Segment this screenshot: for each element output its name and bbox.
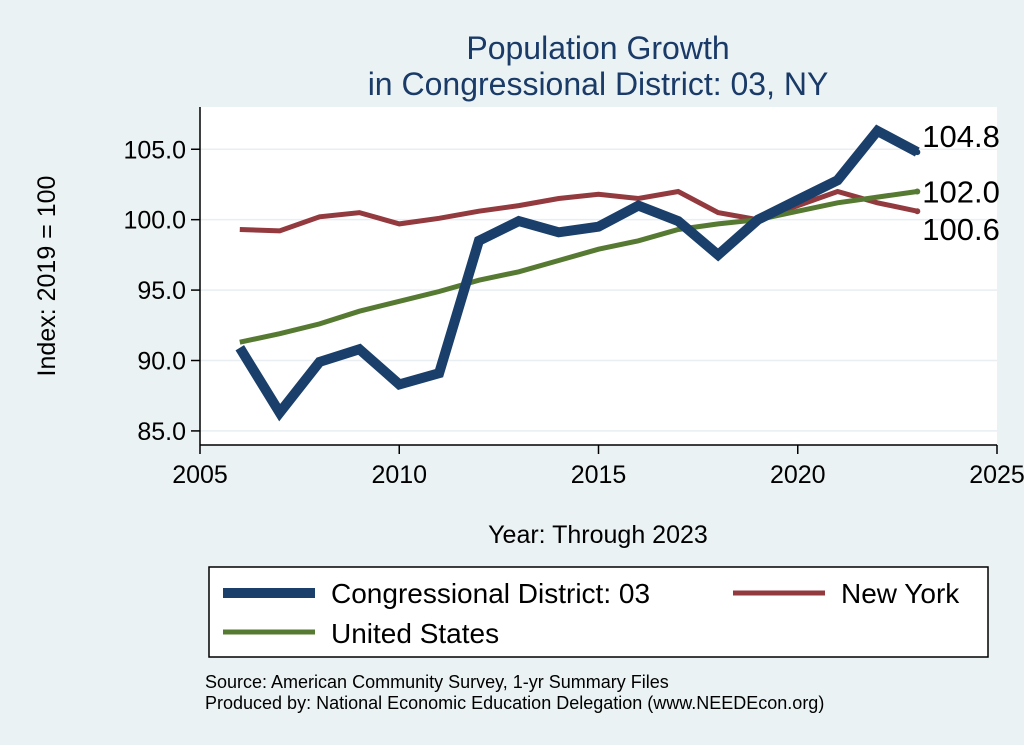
x-tick-label: 2010 xyxy=(371,461,427,489)
legend: Congressional District: 03 New York Unit… xyxy=(208,566,989,658)
y-axis-title: Index: 2019 = 100 xyxy=(33,176,61,377)
y-tick-label: 100.0 xyxy=(123,207,186,235)
legend-label-new-york: New York xyxy=(841,578,960,609)
chart-title-line-1: Population Growth xyxy=(466,30,729,66)
legend-label-district: Congressional District: 03 xyxy=(331,578,650,609)
y-tick-label: 95.0 xyxy=(137,277,186,305)
axes: 85.0 90.0 95.0 100.0 105.0 2005 2010 2015 2020 20… xyxy=(123,107,1024,489)
producer-note: Produced by: National Economic Education… xyxy=(205,693,824,713)
chart-title-line-2: in Congressional District: 03, NY xyxy=(368,66,829,102)
series-endpoint xyxy=(914,188,921,195)
series-endpoint xyxy=(914,149,921,156)
series-endpoint xyxy=(914,208,921,215)
y-tick-label: 85.0 xyxy=(137,418,186,446)
legend-box xyxy=(208,566,989,658)
series-line-congressional-district-03 xyxy=(235,124,920,422)
series-line-united-states xyxy=(239,189,918,345)
x-tick-label: 2015 xyxy=(571,461,627,489)
end-label: 100.6 xyxy=(922,212,1000,247)
series-line-new-york xyxy=(239,188,918,234)
y-tick-label: 90.0 xyxy=(137,348,186,376)
plot-area xyxy=(200,107,997,445)
x-axis-title: Year: Through 2023 xyxy=(488,521,708,549)
y-tick-label: 105.0 xyxy=(123,136,186,164)
source-note: Source: American Community Survey, 1-yr … xyxy=(205,672,669,692)
end-label: 102.0 xyxy=(922,175,1000,210)
end-label: 104.8 xyxy=(922,119,1000,154)
x-tick-label: 2025 xyxy=(969,461,1024,489)
legend-label-united-states: United States xyxy=(331,618,499,649)
series-lines xyxy=(235,124,921,422)
x-tick-label: 2020 xyxy=(770,461,826,489)
x-tick-label: 2005 xyxy=(172,461,228,489)
